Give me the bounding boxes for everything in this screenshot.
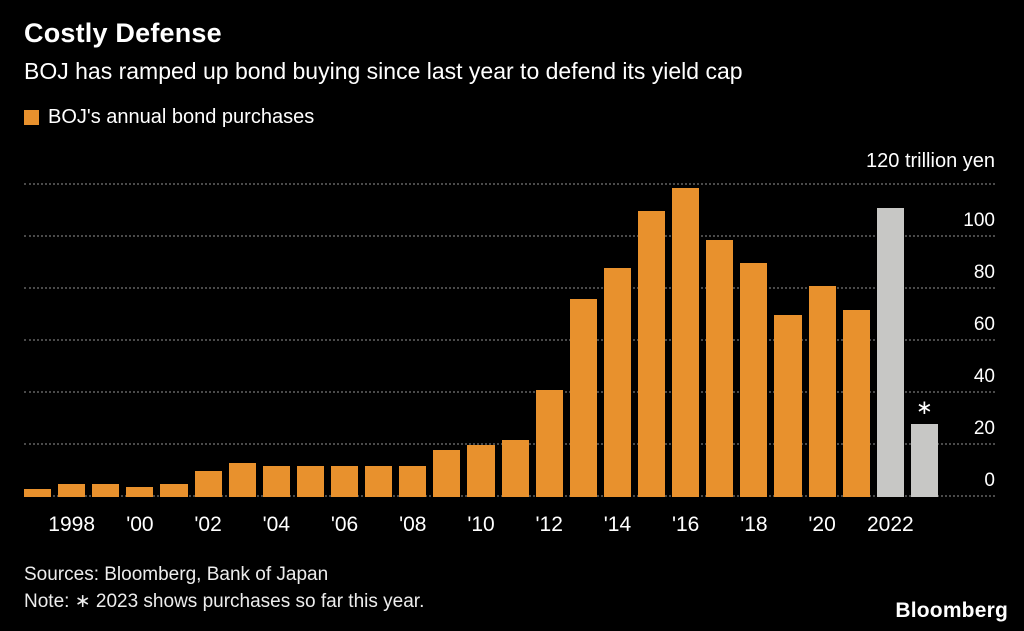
bar-slot-2019 — [774, 185, 802, 497]
bar-slot-2017 — [706, 185, 734, 497]
bar-2021 — [842, 309, 870, 497]
bar-2003 — [228, 463, 256, 497]
x-tick-label-2012: '12 — [535, 513, 563, 536]
bar-2004 — [262, 465, 290, 497]
x-tick-label-2014: '14 — [603, 513, 632, 536]
y-tick-label-60: 60 — [973, 314, 995, 335]
bar-2012 — [535, 390, 563, 497]
bar-1999 — [92, 484, 120, 497]
bar-1998 — [58, 484, 86, 497]
bars: ∗ — [24, 185, 938, 497]
bar-slot-2001 — [160, 185, 188, 497]
plot-area: 0 20 40 60 80 100 ∗ — [24, 183, 995, 497]
x-tick-label-1998: 1998 — [48, 513, 96, 536]
bar-slot-2002 — [194, 185, 222, 497]
legend: BOJ's annual bond purchases — [24, 106, 314, 129]
bar-2011 — [501, 439, 529, 497]
x-axis: 1998 '00 '02 '04 '06 '08 '10 '12 '14 '16 '18 '20 202… — [24, 505, 938, 545]
note-text: Note: ∗ 2023 shows purchases so far this… — [24, 591, 425, 612]
gridline-80 — [24, 287, 995, 289]
bar-slot-2009 — [433, 185, 461, 497]
bar-slot-2007 — [365, 185, 393, 497]
gridline-60 — [24, 339, 995, 341]
bar-2008 — [399, 465, 427, 497]
y-tick-label-40: 40 — [973, 366, 995, 388]
bar-slot-1998 — [58, 185, 86, 497]
gridline-100 — [24, 235, 995, 237]
legend-swatch-icon — [24, 110, 39, 125]
bar-2005 — [296, 465, 324, 497]
bar-slot-2012 — [535, 185, 563, 497]
bar-slot-2018 — [740, 185, 768, 497]
bar-2015 — [637, 211, 666, 497]
bar-slot-2006 — [330, 185, 359, 497]
x-tick-label-2004: '04 — [262, 513, 291, 536]
bar-2002 — [194, 471, 222, 497]
x-tick-label-2018: '18 — [740, 513, 768, 536]
bar-2022 — [876, 208, 904, 497]
y-tick-label-100: 100 — [963, 210, 995, 231]
bar-1997 — [24, 489, 52, 497]
y-axis-unit-label: 120 trillion yen — [866, 150, 995, 172]
bar-slot-2021 — [842, 185, 870, 497]
bar-2007 — [365, 465, 393, 497]
bar-2006 — [330, 465, 359, 497]
bar-slot-2016 — [672, 185, 700, 497]
bar-2020 — [808, 286, 836, 497]
bar-slot-2004 — [262, 185, 290, 497]
bar-2018 — [740, 263, 768, 497]
bar-2016 — [672, 187, 700, 497]
bar-slot-2020 — [808, 185, 836, 497]
bar-slot-2011 — [501, 185, 529, 497]
x-tick-label-2000: '00 — [126, 513, 154, 536]
x-tick-label-2008: '08 — [399, 513, 427, 536]
x-tick-label-2022: 2022 — [866, 513, 914, 536]
bar-slot-2008 — [399, 185, 427, 497]
gridline-40 — [24, 391, 995, 393]
y-tick-label-80: 80 — [973, 262, 995, 284]
bar-2001 — [160, 484, 188, 497]
chart-subtitle: BOJ has ramped up bond buying since last… — [24, 58, 743, 84]
chart-title: Costly Defense — [24, 18, 222, 48]
bloomberg-logo: Bloomberg — [895, 599, 1008, 622]
bar-2013 — [569, 299, 597, 497]
bar-2010 — [467, 445, 495, 497]
x-tick-label-2016: '16 — [671, 513, 700, 536]
x-tick-label-2020: '20 — [808, 513, 836, 536]
bar-2000 — [126, 486, 154, 497]
y-tick-label-20: 20 — [973, 418, 995, 440]
gridline-120 — [24, 183, 995, 185]
y-tick-label-0: 0 — [984, 470, 995, 491]
bar-slot-2022 — [876, 185, 904, 497]
bar-2017 — [706, 239, 734, 497]
bar-slot-2023: ∗ — [910, 185, 938, 497]
asterisk-annotation: ∗ — [916, 397, 933, 420]
bar-2014 — [603, 268, 631, 497]
sources-text: Sources: Bloomberg, Bank of Japan — [24, 564, 329, 585]
legend-label: BOJ's annual bond purchases — [48, 106, 315, 128]
bar-slot-2000 — [126, 185, 154, 497]
bar-slot-1997 — [24, 185, 52, 497]
bar-2019 — [774, 315, 802, 497]
bar-slot-2010 — [467, 185, 495, 497]
bar-2023 — [910, 424, 938, 497]
x-tick-label-2002: '02 — [194, 513, 222, 536]
x-tick-label-2006: '06 — [330, 513, 359, 536]
bar-slot-2003 — [228, 185, 256, 497]
bar-slot-2005 — [296, 185, 324, 497]
bar-2009 — [433, 450, 461, 497]
bar-slot-2014 — [603, 185, 631, 497]
bar-slot-2015 — [637, 185, 666, 497]
bar-slot-2013 — [569, 185, 597, 497]
x-tick-label-2010: '10 — [467, 513, 495, 536]
bar-slot-1999 — [92, 185, 120, 497]
